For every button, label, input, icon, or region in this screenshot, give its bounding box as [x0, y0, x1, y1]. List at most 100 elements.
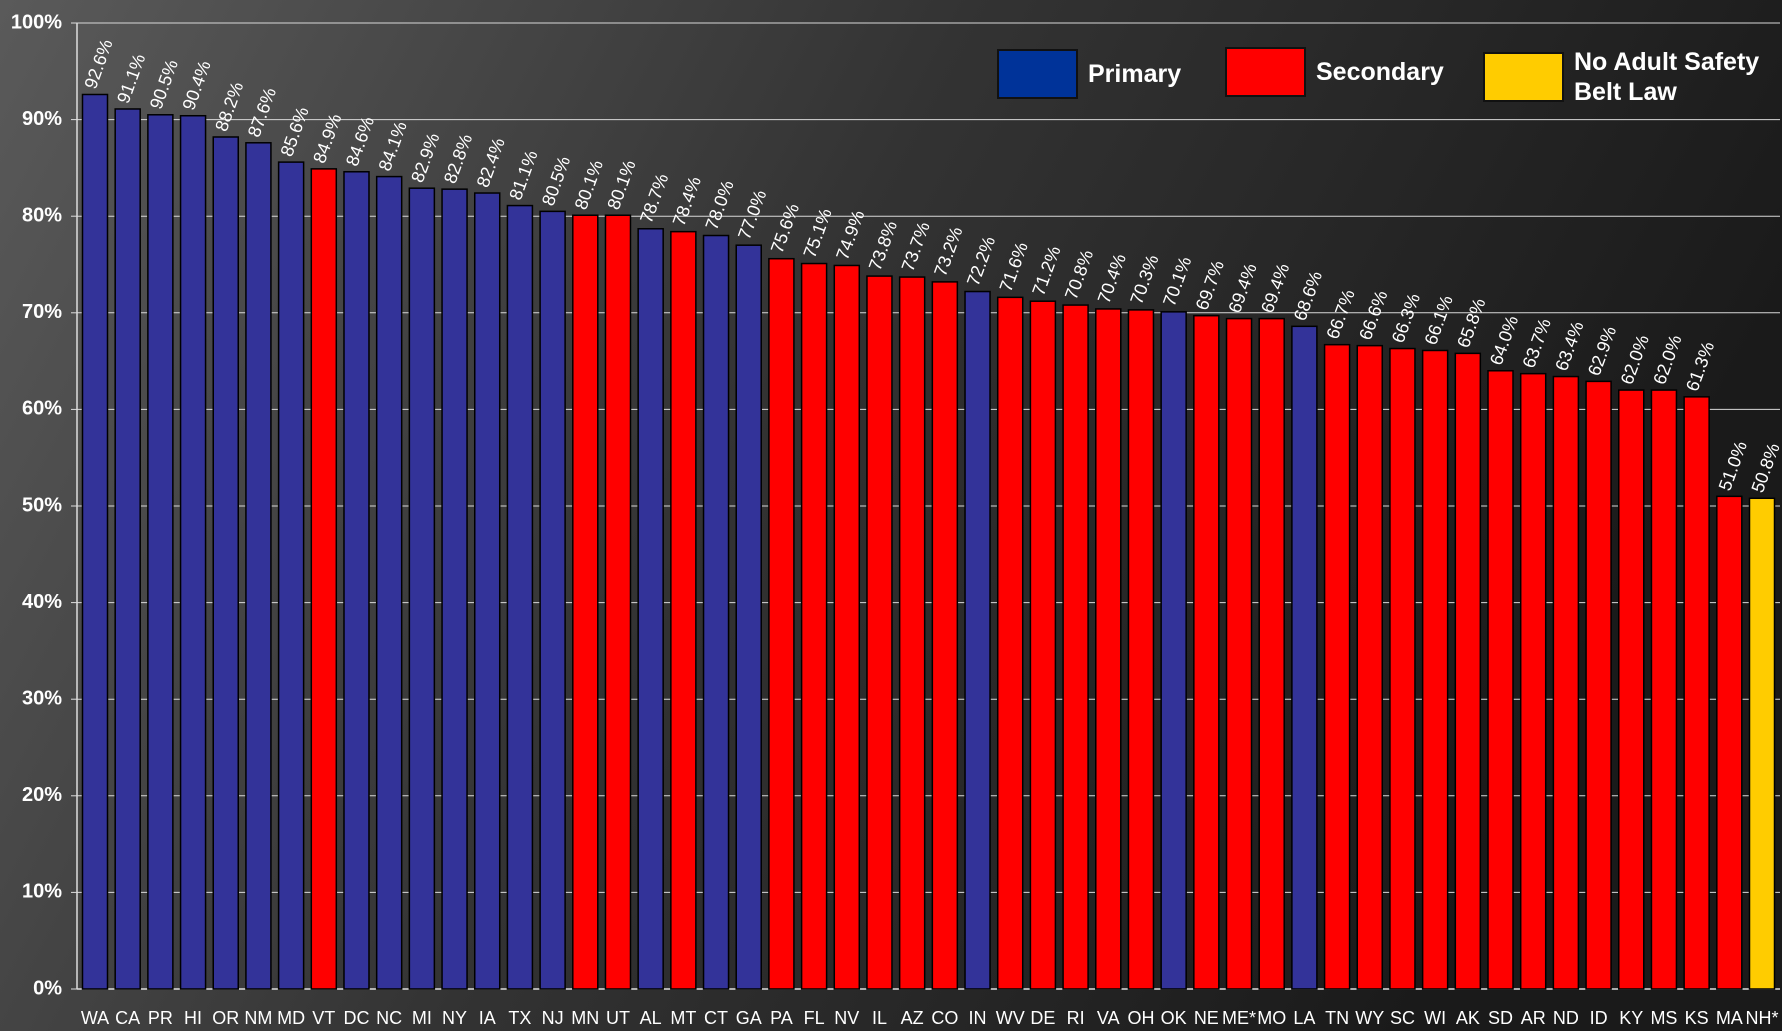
x-tick-label: DE: [1030, 1008, 1055, 1028]
bar: [245, 142, 272, 990]
bar: [310, 168, 338, 990]
bar: [1062, 304, 1089, 990]
x-tick-label: IA: [479, 1008, 496, 1028]
x-tick-label: NJ: [542, 1008, 564, 1028]
bar: [702, 234, 730, 990]
bar: [441, 188, 468, 990]
x-tick-label: SD: [1488, 1008, 1513, 1028]
bar: [768, 257, 795, 990]
bar: [1225, 317, 1253, 990]
bar: [1029, 300, 1057, 990]
y-tick-label: 30%: [22, 687, 62, 709]
x-tick-label: WY: [1355, 1008, 1384, 1028]
y-tick-label: 50%: [22, 494, 62, 516]
x-tick-label: CO: [931, 1008, 958, 1028]
x-tick-label: NC: [376, 1008, 402, 1028]
legend-item: Secondary: [1225, 47, 1444, 97]
x-tick-label: AL: [640, 1008, 662, 1028]
x-tick-label: OK: [1161, 1008, 1187, 1028]
y-tick-label: 80%: [22, 204, 62, 226]
bar: [1683, 396, 1710, 990]
legend-label: No Adult Safety Belt Law: [1574, 48, 1760, 106]
bar: [81, 93, 109, 990]
bar: [964, 290, 991, 990]
x-tick-label: ID: [1590, 1008, 1608, 1028]
bar: [1389, 347, 1416, 990]
bar: [898, 276, 926, 990]
bar: [343, 171, 370, 990]
x-tick-label: LA: [1293, 1008, 1315, 1028]
x-tick-label: MO: [1257, 1008, 1286, 1028]
bar: [114, 108, 141, 990]
x-tick-label: IN: [969, 1008, 987, 1028]
x-tick-label: MN: [571, 1008, 599, 1028]
legend-item: Primary: [997, 49, 1181, 99]
bar: [1193, 314, 1220, 990]
bar: [1160, 311, 1187, 990]
bar: [996, 296, 1024, 990]
x-tick-label: NE: [1194, 1008, 1219, 1028]
x-tick-label: MI: [412, 1008, 432, 1028]
x-tick-label: MT: [670, 1008, 696, 1028]
bar: [1748, 497, 1776, 990]
bar: [670, 230, 697, 990]
x-tick-label: PA: [770, 1008, 793, 1028]
x-tick-label: WI: [1424, 1008, 1446, 1028]
bar: [637, 228, 664, 990]
bar: [539, 210, 566, 990]
y-tick-label: 0%: [33, 977, 62, 999]
bar: [1127, 309, 1155, 990]
bar: [147, 114, 174, 990]
y-tick-label: 90%: [22, 108, 62, 130]
legend-swatch: [997, 49, 1078, 99]
y-tick-label: 70%: [22, 301, 62, 323]
x-tick-label: NM: [244, 1008, 272, 1028]
bar: [1421, 349, 1449, 990]
bar: [179, 114, 207, 990]
x-tick-label: NV: [834, 1008, 859, 1028]
bar: [375, 175, 403, 990]
bar: [1487, 370, 1514, 990]
bar: [506, 204, 534, 990]
bar: [1618, 389, 1645, 990]
bar: [1454, 352, 1482, 990]
bar: [735, 244, 762, 990]
x-tick-label: GA: [736, 1008, 762, 1028]
x-tick-label: KY: [1619, 1008, 1643, 1028]
x-tick-label: PR: [148, 1008, 173, 1028]
legend-item: No Adult Safety Belt Law: [1483, 47, 1774, 107]
x-tick-label: ND: [1553, 1008, 1579, 1028]
bar: [1716, 495, 1743, 990]
x-tick-label: FL: [804, 1008, 825, 1028]
x-tick-label: MA: [1716, 1008, 1743, 1028]
x-tick-label: TN: [1325, 1008, 1349, 1028]
x-tick-label: WA: [81, 1008, 109, 1028]
x-tick-label: AR: [1521, 1008, 1546, 1028]
bar: [277, 161, 305, 990]
bar: [1095, 308, 1122, 990]
y-tick-label: 40%: [22, 591, 62, 613]
bar: [604, 214, 632, 990]
x-tick-label: IL: [872, 1008, 887, 1028]
x-tick-label: CA: [115, 1008, 140, 1028]
bar: [1650, 389, 1678, 990]
bar: [572, 214, 599, 990]
bar: [1356, 344, 1384, 990]
y-tick-label: 60%: [22, 398, 62, 420]
x-tick-label: VT: [312, 1008, 335, 1028]
x-tick-label: UT: [606, 1008, 630, 1028]
y-tick-label: 100%: [11, 11, 62, 33]
bar: [1585, 380, 1612, 990]
bar: [1258, 317, 1285, 990]
legend-swatch: [1225, 47, 1306, 97]
x-tick-label: VA: [1097, 1008, 1120, 1028]
x-tick-label: HI: [184, 1008, 202, 1028]
x-tick-label: OH: [1127, 1008, 1154, 1028]
x-tick-label: WV: [996, 1008, 1025, 1028]
bar: [1323, 343, 1351, 990]
legend-label: Primary: [1088, 60, 1182, 88]
y-tick-label: 10%: [22, 881, 62, 903]
x-tick-label: DC: [343, 1008, 369, 1028]
x-tick-label: NY: [442, 1008, 467, 1028]
